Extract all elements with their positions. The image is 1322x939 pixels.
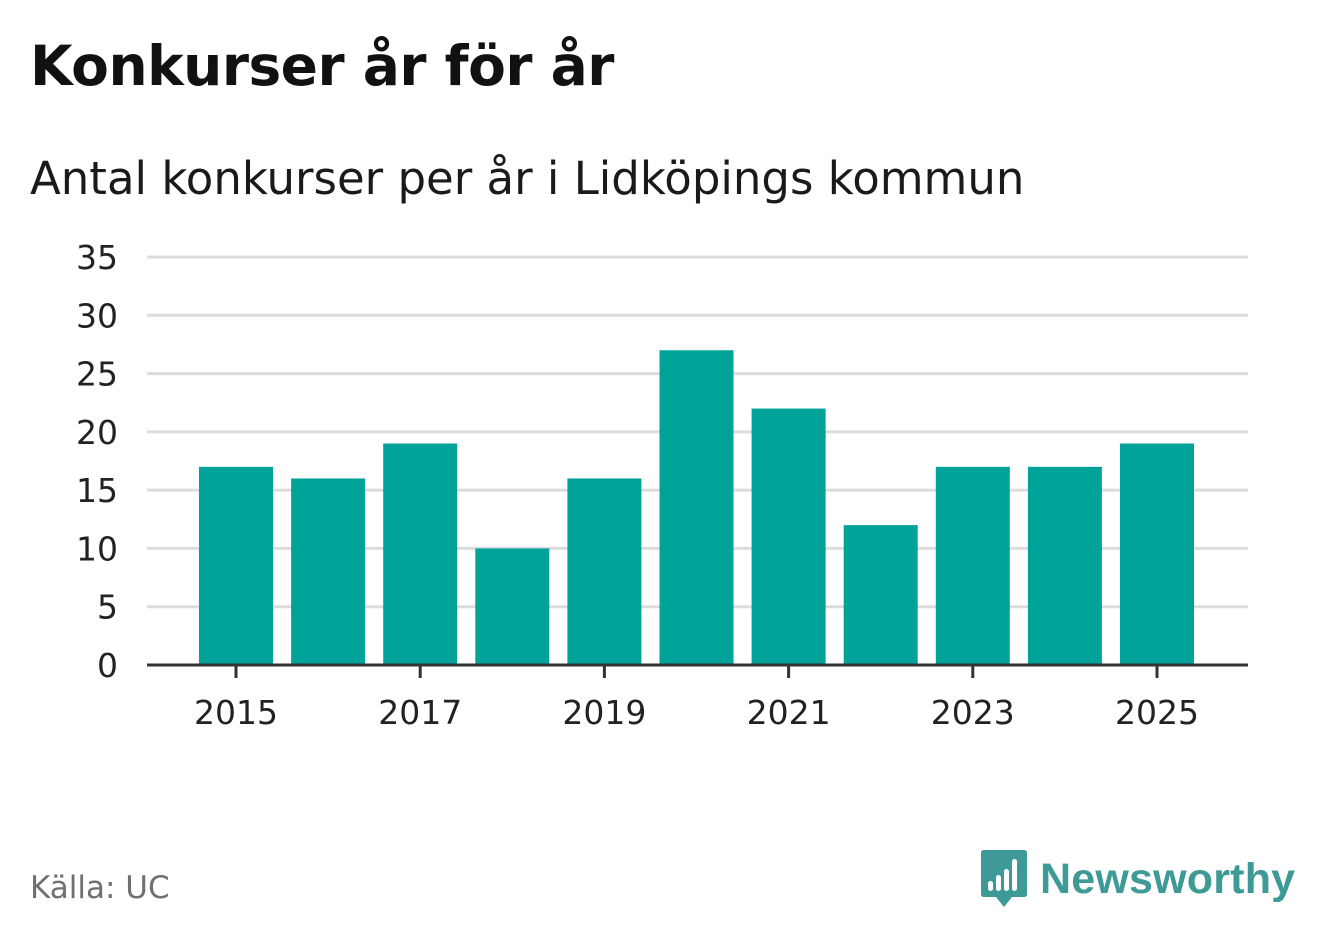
source-note: Källa: UC	[30, 870, 170, 906]
chart-title: Konkurser år för år	[30, 34, 614, 98]
x-tick-label: 2017	[378, 693, 462, 732]
bar-2020	[659, 350, 734, 665]
bar-2021	[751, 408, 826, 665]
bar-2016	[291, 478, 366, 665]
y-tick-label: 25	[76, 355, 118, 394]
bar-2018	[475, 548, 550, 665]
x-tick-label: 2015	[194, 693, 278, 732]
bar-2023	[935, 466, 1010, 665]
bar-2017	[383, 443, 458, 665]
y-tick-label: 0	[97, 646, 118, 685]
bar-chart-speech-bubble-icon	[981, 850, 1027, 907]
y-tick-label: 15	[76, 471, 118, 510]
x-axis	[147, 663, 1248, 678]
bar-2015	[199, 466, 273, 665]
x-tick-label: 2025	[1115, 693, 1199, 732]
bar-2019	[567, 478, 642, 665]
x-axis-tick-labels: 2015 2017 2019 2021 2023 2025	[194, 693, 1199, 732]
x-tick-label: 2019	[562, 693, 646, 732]
bar-2024	[1027, 466, 1102, 665]
x-tick-label: 2023	[931, 693, 1015, 732]
newsworthy-logo[interactable]: Newsworthy	[980, 848, 1295, 910]
chart-subtitle: Antal konkurser per år i Lidköpings komm…	[30, 152, 1025, 205]
y-axis-tick-labels: 0 5 10 15 20 25 30 35	[76, 238, 118, 685]
y-tick-label: 5	[97, 588, 118, 627]
y-tick-label: 10	[76, 529, 118, 568]
y-tick-label: 35	[76, 238, 118, 277]
y-tick-label: 20	[76, 413, 118, 452]
x-tick-label: 2021	[747, 693, 831, 732]
y-tick-label: 30	[76, 296, 118, 335]
bars	[199, 350, 1194, 665]
brand-name: Newsworthy	[1040, 854, 1296, 903]
bar-2022	[843, 525, 918, 665]
bar-2025	[1120, 443, 1194, 665]
